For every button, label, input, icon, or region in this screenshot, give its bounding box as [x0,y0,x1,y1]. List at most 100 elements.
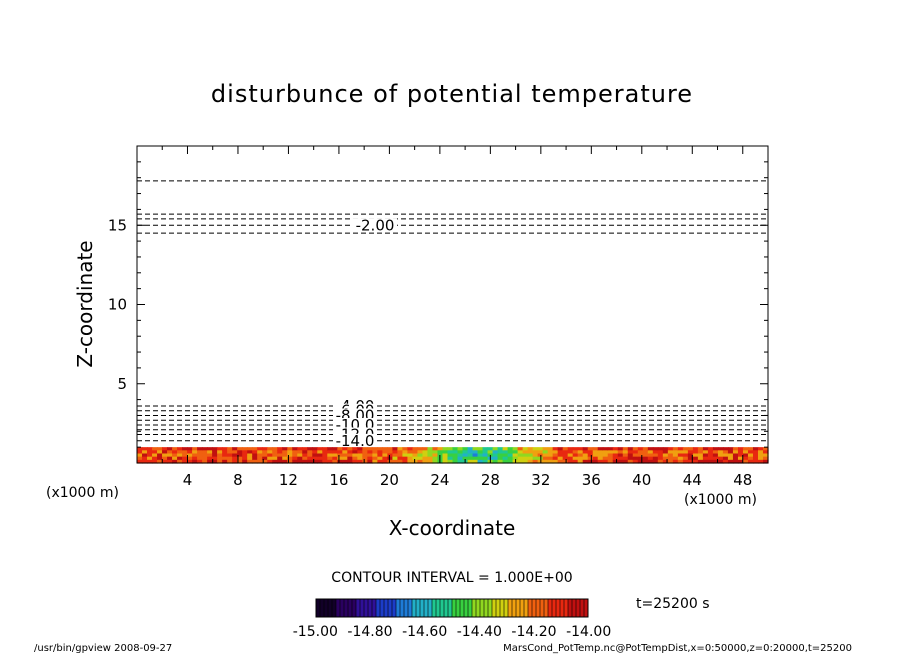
shade-cell [302,453,308,458]
shade-cell [627,459,634,464]
shade-cell [182,459,188,464]
shade-cell [677,447,684,451]
shade-cell [187,456,193,461]
shade-cell [607,456,614,461]
shade-cell [637,459,644,464]
shade-cell [137,447,143,451]
shade-cell [667,450,674,455]
shade-cell [372,447,378,451]
shade-cell [692,450,699,455]
shade-cell [492,459,499,464]
shade-cell [512,447,519,451]
shade-cell [142,450,148,455]
shade-cell [607,453,614,458]
shade-cell [137,459,143,464]
shade-cell [277,453,283,458]
shade-cell [282,459,288,464]
shade-cell [497,447,504,451]
shade-cell [627,453,634,458]
shade-cell [232,459,238,464]
shade-cell [687,447,694,451]
shade-cell [202,456,208,461]
shade-cell [752,447,759,451]
shade-cell [537,450,544,455]
shade-cell [342,447,348,451]
colorbar-swatch [500,599,505,617]
colorbar-frame [315,598,589,618]
shade-cell [302,447,308,451]
shade-cell [312,453,318,458]
colorbar-swatch [512,599,517,617]
shade-cell [292,447,298,451]
colorbar-swatch [372,599,377,617]
shade-cell [597,456,604,461]
shade-cell [512,453,519,458]
shade-cell [172,456,178,461]
shade-cell [247,453,253,458]
shade-cell [447,447,454,451]
colorbar-swatch [428,599,433,617]
shade-cell [522,459,529,464]
shade-cell [402,450,409,455]
shade-cell [487,450,494,455]
shade-cell [342,453,348,458]
shade-cell [302,459,308,464]
shade-cell [242,459,248,464]
colorbar-swatch [516,599,521,617]
shade-cell [757,456,764,461]
shade-cell [477,456,484,461]
shade-cell [627,450,634,455]
shade-cell [722,456,729,461]
x-unit-note-left: (x1000 m) [46,485,119,501]
shade-cell [252,453,258,458]
shade-cell [502,450,509,455]
x-tick-label: 32 [531,471,550,489]
x-axis-ticks: 4 8 12 16 20 24 28 32 36 40 44 48 [161,146,769,489]
colorbar-swatch [444,599,449,617]
shade-cell [282,447,288,451]
colorbar-swatch [520,599,525,617]
shade-cell [582,456,589,461]
shade-cell [367,456,373,461]
shade-cell [427,459,434,464]
shade-cell [547,450,554,455]
y-axis-label: Z-coordinate [73,240,97,367]
shade-cell [647,456,654,461]
colorbar-tick-label: -14.20 [511,624,556,640]
shade-cell [237,459,243,464]
shade-cell [257,447,263,451]
shade-cell [262,453,268,458]
x-tick-label: 40 [632,471,651,489]
shade-cell [502,456,509,461]
shade-cell [602,447,609,451]
shade-cell [707,456,714,461]
shade-cell [747,456,754,461]
shade-cell [207,459,213,464]
shade-cell [652,447,659,451]
shade-cell [277,450,283,455]
shade-cell [392,447,399,451]
shade-cell [452,456,459,461]
shade-cell [707,450,714,455]
shade-cell [597,450,604,455]
shade-cell [552,453,559,458]
shade-cell [152,447,158,451]
shade-cell [397,453,404,458]
shade-cell [517,450,524,455]
shade-cell [317,450,323,455]
shade-cell [477,453,484,458]
shade-cell [567,450,574,455]
shade-cell [577,447,584,451]
shade-cell [447,453,454,458]
shade-cell [717,459,724,464]
shade-cell [377,447,383,451]
colorbar-swatch [424,599,429,617]
shade-cell [517,453,524,458]
colorbar-swatch [332,599,337,617]
shade-cell [727,453,734,458]
shade-cell [202,447,208,451]
colorbar-swatch [544,599,549,617]
shade-cell [272,456,278,461]
shade-cell [137,450,143,455]
shade-cell [412,456,419,461]
